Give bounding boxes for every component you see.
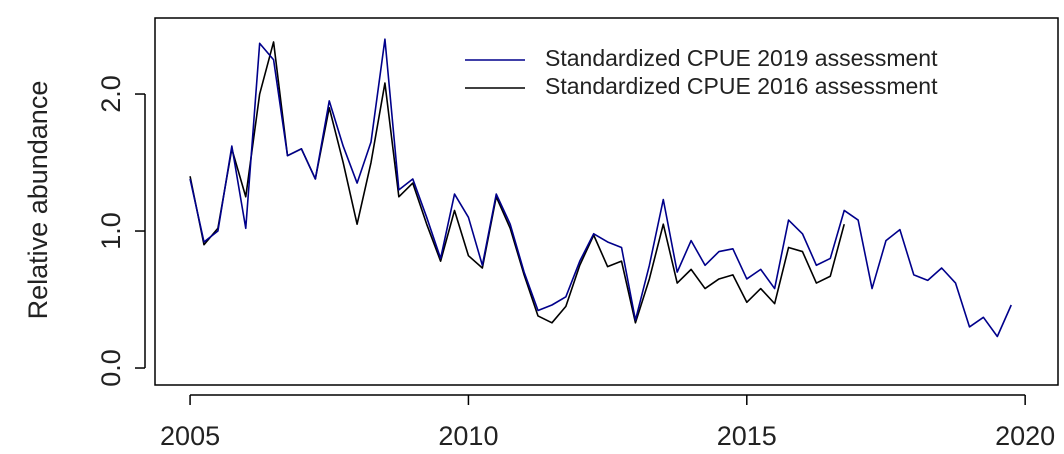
legend-label: Standardized CPUE 2016 assessment [545, 73, 938, 99]
plot-frame [154, 17, 1059, 386]
y-tick-label: 0.0 [96, 349, 126, 387]
y-tick-label: 1.0 [96, 212, 126, 250]
x-tick-label: 2020 [995, 421, 1055, 451]
x-tick-label: 2010 [438, 421, 498, 451]
legend-label: Standardized CPUE 2019 assessment [545, 45, 938, 71]
y-tick-label: 2.0 [96, 75, 126, 113]
series-line [189, 38, 1012, 338]
x-tick-label: 2005 [160, 421, 220, 451]
y-axis-label: Relative abundance [23, 81, 53, 320]
x-tick-label: 2015 [717, 421, 777, 451]
